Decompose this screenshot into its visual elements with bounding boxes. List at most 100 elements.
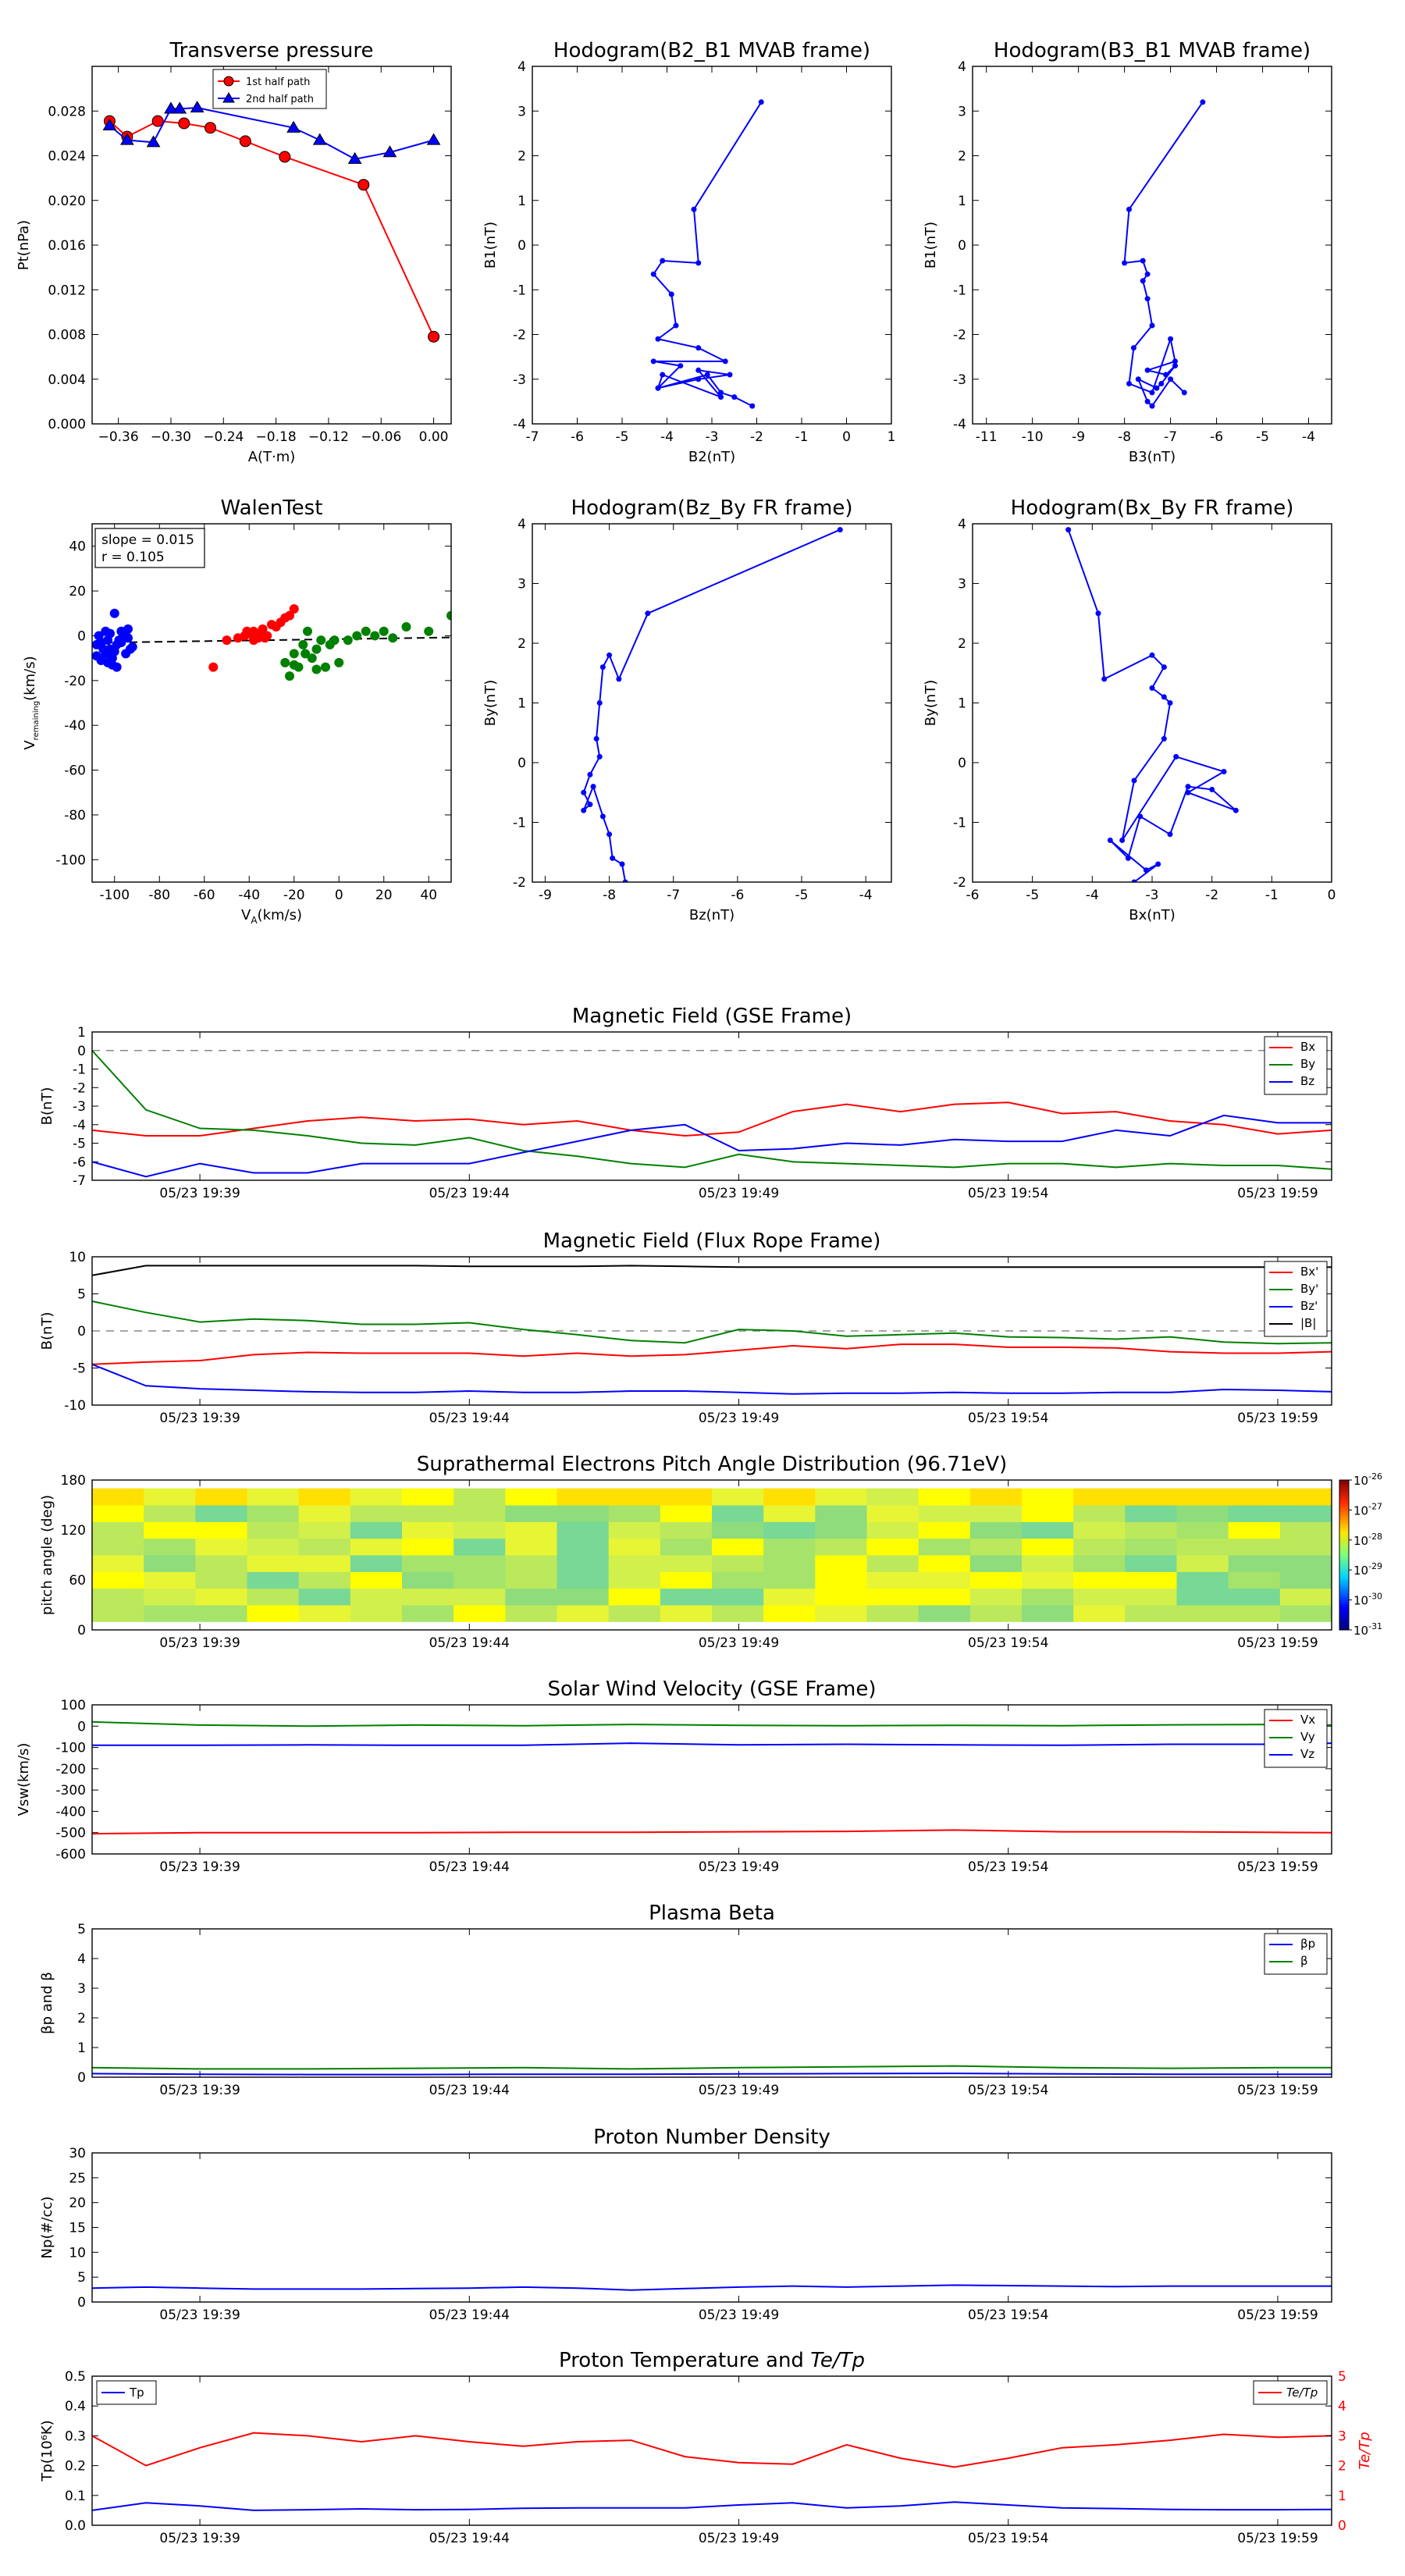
data-point [1185,789,1191,795]
heatmap-cell [608,1555,661,1572]
y-tick-label: 3 [958,104,966,119]
x-tick-label: 0 [842,429,851,445]
x-tick-label: 05/23 19:49 [699,1635,779,1651]
heatmap-cell [1279,1555,1332,1572]
heatmap-cell [815,1555,867,1572]
x-tick-label: -4 [859,888,873,903]
x-tick-label: 05/23 19:59 [1237,2531,1318,2546]
y-tick-label: 0.2 [65,2459,86,2475]
chart-title: Hodogram(Bx_By FR frame) [1011,496,1294,520]
heatmap-cell [1228,1555,1281,1572]
chart-mf_gse: Magnetic Field (GSE Frame) 05/23 19:39 05/… [39,1005,1332,1201]
heatmap-cell [247,1505,300,1522]
plot-area [91,523,452,883]
data-point [1144,398,1151,404]
legend-label: By' [1300,1282,1318,1296]
x-tick-label: 05/23 19:39 [159,2083,240,2098]
x-tick-label: −0.24 [203,429,244,445]
x-tick-label: 40 [420,888,437,903]
data-point [312,133,327,145]
heatmap-cell [454,1488,506,1506]
data-point [691,206,697,212]
data-point [1168,336,1174,342]
y-tick-label: 2 [77,2011,86,2026]
data-point [426,133,441,145]
data-point [695,260,702,266]
heatmap-cell [1073,1588,1126,1606]
data-point [208,662,219,672]
y-axis-label: βp and β [39,1972,55,2034]
series-0 [581,527,843,882]
heatmap-cell [1176,1588,1229,1606]
x-tick-label: 05/23 19:54 [968,2307,1048,2323]
data-point [178,117,190,130]
data-point [112,639,122,649]
y-tick-label: -100 [55,852,86,868]
data-point [379,626,389,636]
data-point [316,635,326,646]
heatmap-cell [195,1605,247,1622]
legend-label: 2nd half path [246,94,314,105]
series-|B| [92,1265,1332,1276]
heatmap-cell [1176,1555,1229,1572]
y-tick-label: 3 [518,577,526,592]
series-line [92,1101,1332,1137]
heatmap-cell [298,1488,351,1506]
y-tick-label: 0 [77,1044,86,1059]
x-tick-label: −0.30 [151,429,191,445]
heatmap-cell [712,1521,764,1539]
data-point [596,700,603,706]
y-tick-label: -4 [73,1118,86,1133]
y-axis-label: Vremaining(km/s) [22,656,41,749]
colorbar-exponent: -27 [1368,1501,1382,1511]
heatmap-cell [144,1538,196,1556]
data-point [301,649,311,659]
y-axis-label: B(nT) [39,1312,55,1350]
y-tick-label: 0 [77,2295,86,2311]
y-tick-label: -5 [73,1137,86,1152]
heatmap-cell [712,1505,764,1522]
heatmap-cell [1125,1588,1177,1606]
y-tick-label: 4 [77,1952,86,1967]
heatmap-cell [763,1555,816,1572]
x-label-sub: A [251,915,258,926]
y-tick-label: 5 [77,1922,86,1937]
data-point [1161,735,1167,742]
x-tick-label: 05/23 19:54 [968,1411,1048,1426]
heatmap-cell [969,1521,1023,1539]
data-point [650,271,656,277]
legend-label: Tp [129,2386,144,2400]
chart-wt: WalenTest -100 -80 -60 -40 -20 0 20 40 -100 -80 -60… [22,496,452,926]
data-point [660,372,666,378]
chart-np: Proton Number Density 05/23 19:39 05/23 19… [39,2126,1332,2323]
heatmap-cell [918,1588,971,1606]
x-tick-label: 0 [1328,888,1336,903]
heatmap-cell [402,1605,454,1622]
heatmap-cell [298,1588,351,1606]
y-tick-label: -60 [64,763,86,779]
series-line [92,1300,1332,1345]
series-line [582,528,841,882]
y-axis-label: B1(nT) [923,222,939,269]
right-tick-label: 4 [1338,2399,1346,2414]
title-prefix: Proton Temperature and [559,2349,810,2372]
chart-title: Proton Number Density [593,2126,831,2149]
y-tick-label: -7 [73,1173,86,1189]
heatmap-cell [195,1588,247,1606]
heatmap-cell [557,1555,610,1572]
heatmap-cell [1228,1488,1281,1506]
heatmap-cell [712,1538,764,1556]
legend-label: Vy [1300,1730,1315,1744]
colorbar-base: 10 [1353,1624,1368,1638]
y-axis-label: pitch angle (deg) [39,1495,55,1615]
x-tick-label: 05/23 19:44 [429,1186,510,1201]
heatmap-cell [402,1521,454,1539]
legend-label: Te/Tp [1286,2386,1318,2400]
heatmap-cell [92,1488,144,1506]
plot-area [91,2375,1332,2526]
series-line [1067,529,1236,882]
data-point [596,753,603,760]
data-point [622,879,628,882]
heatmap-cell [1279,1521,1332,1539]
y-tick-label: -3 [513,372,526,388]
